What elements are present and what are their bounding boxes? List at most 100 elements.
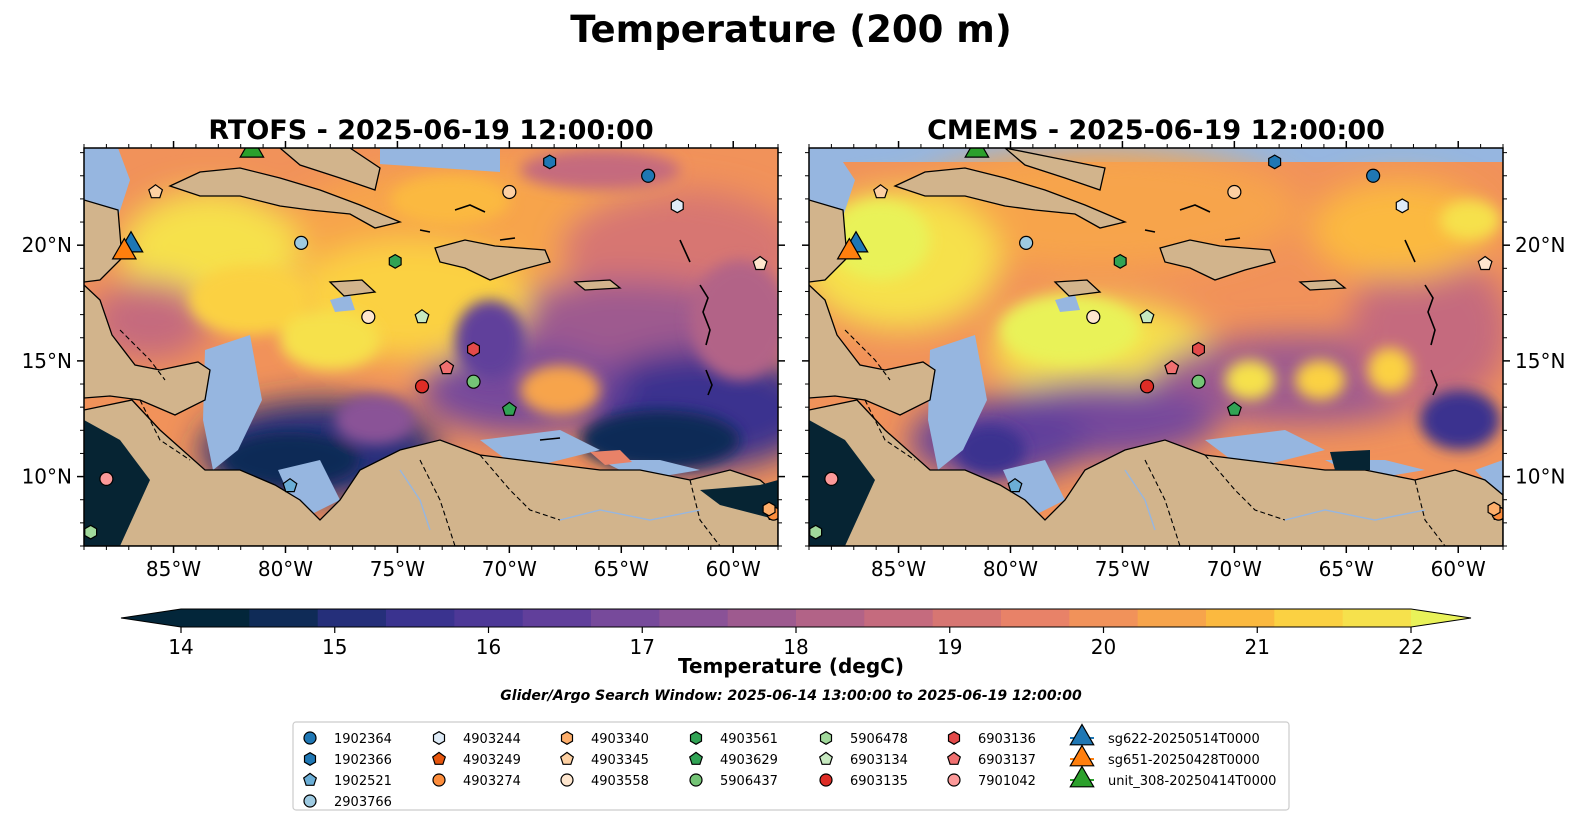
legend-float-icon	[431, 751, 447, 765]
glider-marker-unit_308-20250414T0000	[239, 148, 265, 158]
legend-label: 5906437	[720, 774, 778, 789]
search-window-text: Glider/Argo Search Window: 2025-06-14 13…	[500, 688, 1082, 704]
legend-float-icon	[303, 752, 317, 766]
float-marker-2903766	[1019, 235, 1034, 250]
colorbar-cell	[1137, 609, 1207, 627]
glider-marker-sg651-20250428T0000	[836, 237, 863, 260]
colorbar: 14 15 16 17 18 19 20 21 22 Temperature (degC)	[120, 608, 1472, 678]
legend-label: 1902366	[334, 753, 392, 768]
panel-title-cmems: CMEMS - 2025-06-19 12:00:00	[927, 115, 1385, 146]
colorbar-tick-label: 14	[168, 635, 193, 659]
legend-label: 4903561	[720, 732, 778, 747]
legend-float-icon	[432, 731, 446, 745]
colorbar-cell	[454, 609, 524, 627]
legend-entry: 4903340	[560, 731, 649, 747]
legend-frame	[292, 721, 1290, 811]
land-masses	[809, 148, 1503, 546]
float-marker-5906478	[84, 524, 98, 540]
float-marker-5906437	[466, 374, 481, 389]
lon-tick-label: 65°W	[594, 557, 649, 581]
float-marker-xb	[1477, 255, 1493, 271]
colorbar-tick-label: 15	[322, 635, 347, 659]
coastline-details	[1144, 204, 1438, 396]
float-marker-7901042	[824, 471, 839, 486]
lon-tick-label: 85°W	[146, 557, 201, 581]
float-marker-6903134	[1139, 309, 1155, 324]
legend-entry: 7901042	[947, 773, 1036, 789]
legend-float-icon	[560, 731, 574, 745]
legend-label: 6903135	[850, 774, 908, 789]
float-marker-4903558	[361, 309, 376, 325]
legend-entry: 4903629	[688, 751, 778, 768]
lon-tick-label: 70°W	[482, 557, 537, 581]
float-marker-4903345	[873, 184, 889, 199]
axes-rtofs: 85°W 80°W 75°W 70°W 65°W 60°W 10°N 15°N 20°N	[22, 141, 785, 581]
legend-entry: 5906478	[819, 731, 908, 747]
float-marker-6903136	[1191, 341, 1206, 357]
colorbar-tick-label: 17	[630, 635, 655, 659]
legend-entry: 6903134	[818, 751, 908, 768]
float-marker-4903244	[670, 198, 684, 214]
float-marker-1902521	[1007, 477, 1023, 493]
colorbar-cell	[1206, 609, 1275, 627]
colorbar-tick-label: 16	[476, 635, 501, 659]
float-marker-6903137	[1164, 359, 1180, 375]
lat-tick-label: 20°N	[1515, 233, 1565, 257]
legend-float-icon	[559, 751, 575, 765]
legend-label: 6903137	[978, 753, 1036, 768]
glider-markers-rtofs	[111, 148, 265, 260]
colorbar-cell	[386, 609, 455, 627]
legend-label: 2903766	[334, 795, 392, 810]
colorbar-cell	[1069, 609, 1139, 627]
colorbar-cell	[796, 609, 865, 627]
legend-float-icon	[560, 773, 574, 787]
legend-entry: 6903137	[946, 751, 1036, 768]
legend-label: 4903340	[591, 732, 649, 747]
float-marker-4903340	[762, 501, 776, 517]
legend-label: 4903249	[463, 753, 521, 768]
colorbar-label: Temperature (degC)	[678, 654, 904, 678]
legend-float-icon	[689, 773, 703, 787]
float-marker-xb	[752, 255, 768, 271]
country-borders	[119, 329, 721, 546]
coastline-details	[419, 204, 713, 441]
temperature-field-eddies	[830, 200, 1500, 475]
legend-float-icon	[688, 751, 704, 765]
legend-float-icon	[947, 773, 961, 787]
float-marker-4903340	[1487, 501, 1501, 517]
float-marker-4903345	[148, 184, 164, 199]
legend-label: 4903244	[463, 732, 521, 747]
lon-tick-label: 60°W	[706, 557, 761, 581]
colorbar-cell	[522, 609, 592, 627]
land-masses	[84, 148, 778, 546]
legend-entry: 6903135	[819, 773, 908, 789]
float-marker-6903135	[414, 379, 430, 394]
float-marker-5906437	[1191, 374, 1206, 389]
colorbar-cell	[249, 609, 319, 627]
glider-marker-unit_308-20250414T0000	[964, 148, 990, 158]
colorbar-tick-label: 22	[1398, 635, 1423, 659]
float-marker-1902364	[641, 168, 656, 183]
legend-label: 4903274	[463, 774, 521, 789]
legend-entry: unit_308-20250414T0000	[1069, 765, 1276, 789]
colorbar-cell	[181, 609, 250, 627]
colorbar-tick-label: 20	[1091, 635, 1116, 659]
legend-label: 4903558	[591, 774, 649, 789]
colorbar-cell	[1274, 609, 1344, 627]
lon-tick-label: 80°W	[983, 557, 1038, 581]
colorbar-cell	[659, 609, 729, 627]
legend-entry: 4903274	[432, 773, 521, 789]
legend-label: 1902521	[334, 774, 392, 789]
float-marker-4903561	[388, 253, 402, 269]
float-marker-4903244	[1395, 198, 1409, 214]
legend-entry: sg622-20250514T0000	[1069, 723, 1260, 747]
temperature-field-eddies	[190, 150, 778, 488]
figure-title: Temperature (200 m)	[570, 8, 1012, 51]
colorbar-tick-label: 19	[937, 635, 962, 659]
lon-tick-label: 80°W	[258, 557, 313, 581]
legend-entry: 4903345	[559, 751, 649, 768]
colorbar-cell	[317, 609, 387, 627]
legend-float-icon	[819, 773, 833, 787]
lon-tick-label: 85°W	[871, 557, 926, 581]
